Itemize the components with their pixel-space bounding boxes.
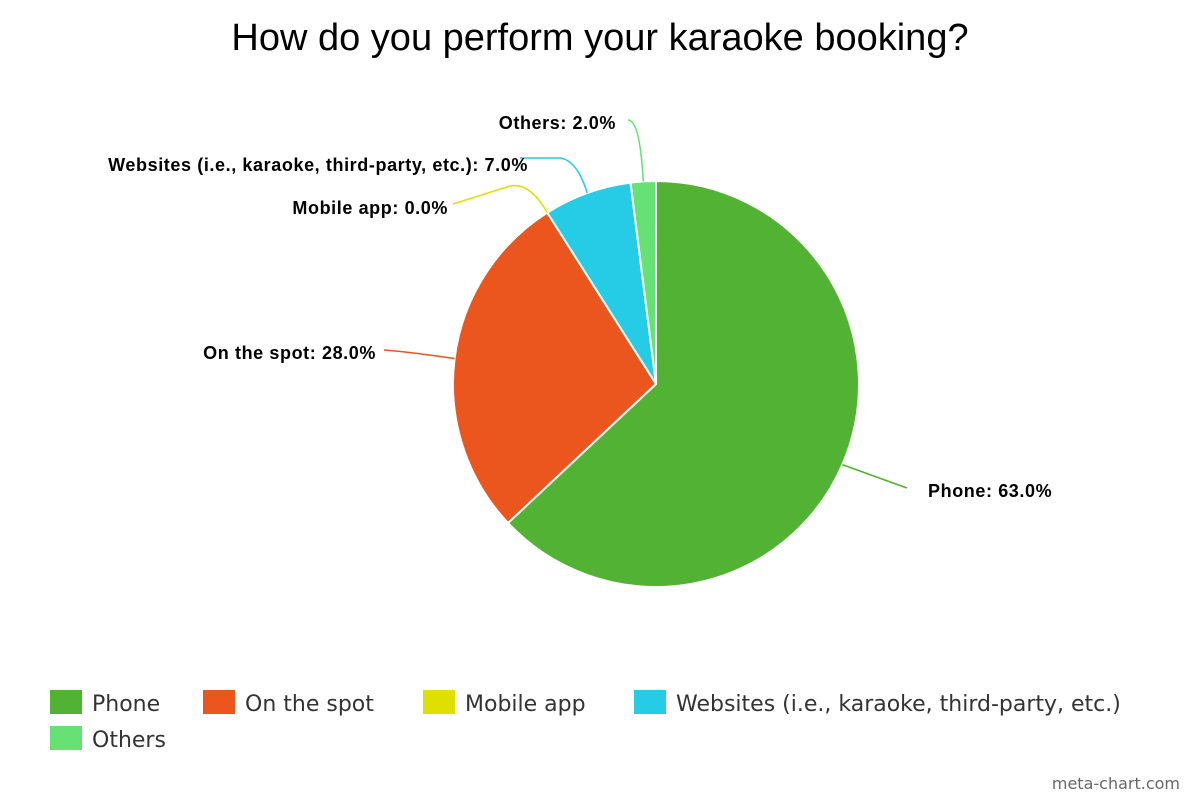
pie-slice-phone[interactable]	[506, 179, 860, 588]
pie-slice-others[interactable]	[629, 179, 657, 385]
slice-label-on-the-spot: On the spot: 28.0%	[203, 343, 376, 363]
legend-swatch-others	[50, 726, 82, 750]
legend-item-on-the-spot[interactable]: On the spot	[203, 690, 374, 717]
legend-swatch-websites-i-e-karaoke-third-party-etc	[634, 690, 666, 714]
slice-label-phone: Phone: 63.0%	[928, 481, 1052, 501]
leader-line-phone	[842, 463, 908, 489]
legend-swatch-phone	[50, 690, 82, 714]
legend-swatch-on-the-spot	[203, 690, 235, 714]
legend-item-phone[interactable]: Phone	[50, 690, 160, 717]
leader-line-websites-i-e-karaoke-third-party-etc	[520, 157, 589, 194]
pie-slices	[452, 179, 860, 588]
legend-item-mobile-app[interactable]: Mobile app	[423, 690, 586, 717]
legend-item-others[interactable]: Others	[50, 726, 166, 753]
slice-labels: Phone: 63.0% On the spot: 28.0% Mobile app…	[108, 113, 1052, 501]
credit-text[interactable]: meta-chart.com	[1052, 774, 1180, 793]
legend-label-mobile-app: Mobile app	[465, 692, 586, 717]
legend-swatch-mobile-app	[423, 690, 455, 714]
leader-line-others	[627, 119, 645, 182]
legend-item-websites-i-e-karaoke-third-party-etc[interactable]: Websites (i.e., karaoke, third-party, et…	[634, 690, 1121, 717]
legend-label-on-the-spot: On the spot	[245, 692, 374, 717]
pie-slice-on-the-spot[interactable]	[452, 211, 658, 525]
slice-label-others: Others: 2.0%	[499, 113, 616, 133]
leader-line-mobile-app	[452, 184, 548, 213]
slice-leader-lines	[383, 119, 908, 489]
legend-label-others: Others	[92, 728, 166, 753]
chart-title: How do you perform your karaoke booking?	[231, 17, 968, 59]
legend: Phone On the spot Mobile app Websites (i.e.…	[50, 690, 1121, 753]
slice-label-websites-i-e-karaoke-third-party-etc: Websites (i.e., karaoke, third-party, et…	[108, 155, 528, 175]
legend-label-websites-i-e-karaoke-third-party-etc: Websites (i.e., karaoke, third-party, et…	[676, 692, 1121, 717]
leader-line-on-the-spot	[383, 349, 455, 360]
legend-label-phone: Phone	[92, 692, 160, 717]
slice-label-mobile-app: Mobile app: 0.0%	[292, 198, 448, 218]
